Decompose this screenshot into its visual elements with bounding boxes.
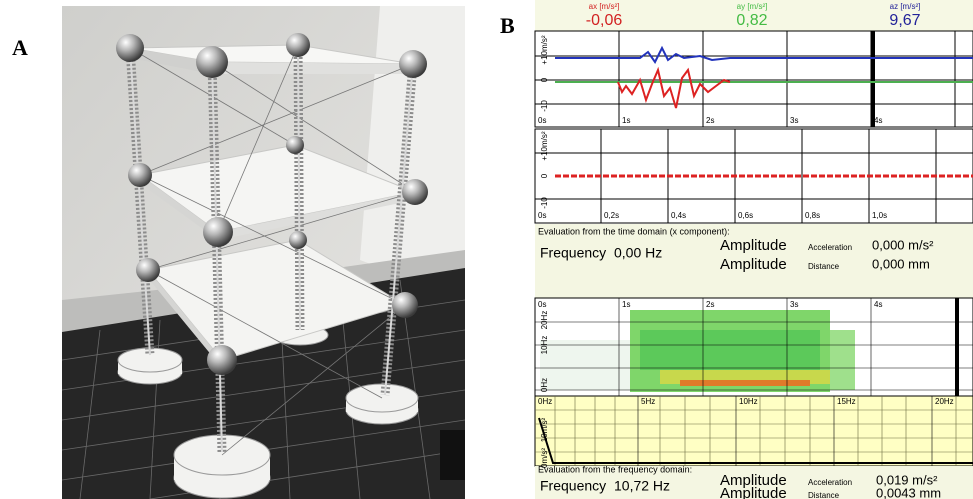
readout-value: 0,82 xyxy=(736,12,767,29)
x-tick-label: 1,0s xyxy=(872,211,887,220)
frequency-value: 0,00 Hz xyxy=(614,245,662,261)
y-tick-label: 10m/s² xyxy=(540,417,549,442)
x-tick-label: 20Hz xyxy=(935,397,954,406)
frequency-value: 10,72 Hz xyxy=(614,478,670,494)
x-tick-label: 1s xyxy=(622,300,630,309)
panel-label: B xyxy=(500,13,515,38)
x-tick-label: 0Hz xyxy=(538,397,552,406)
x-tick-label: 0s xyxy=(538,116,546,125)
readout-value: -0,06 xyxy=(586,12,623,29)
readout-label: ax [m/s²] xyxy=(589,2,620,11)
amplitude-label: Amplitude xyxy=(720,485,787,499)
x-tick-label: 2s xyxy=(706,116,714,125)
y-tick-label: -10 xyxy=(540,197,549,209)
distance-value: 0,000 mm xyxy=(872,256,930,271)
x-tick-label: 0,6s xyxy=(738,211,753,220)
readout-label: az [m/s²] xyxy=(890,2,921,11)
y-tick-label: -10 xyxy=(540,100,549,112)
figure: A B xyxy=(0,0,973,499)
distance-label: Distance xyxy=(808,262,840,271)
photo xyxy=(62,6,470,499)
acceleration-label: Acceleration xyxy=(808,243,852,252)
eval-heading: Evaluation from the frequency domain: xyxy=(538,464,692,474)
x-tick-label: 0,4s xyxy=(671,211,686,220)
page: { "figure": {"panel_a_label": "A", "pane… xyxy=(0,0,973,499)
readout-label: ay [m/s²] xyxy=(737,2,768,11)
x-tick-label: 0,8s xyxy=(805,211,820,220)
x-tick-label: 0s xyxy=(538,211,546,220)
amplitude-label: Amplitude xyxy=(720,256,787,273)
y-tick-label: 0 xyxy=(540,77,549,82)
x-tick-label: 2s xyxy=(706,300,714,309)
x-tick-label: 5Hz xyxy=(641,397,655,406)
eval-heading: Evaluation from the time domain (x compo… xyxy=(538,226,730,236)
x-tick-label: 3s xyxy=(790,300,798,309)
y-tick-label: +10m/s² xyxy=(540,131,549,160)
panel-label: A xyxy=(12,35,28,60)
y-tick-label: +10m/s² xyxy=(540,35,549,64)
x-tick-label: 15Hz xyxy=(837,397,856,406)
acceleration-value: 0,000 m/s² xyxy=(872,237,934,252)
amplitude-label: Amplitude xyxy=(720,237,787,254)
x-tick-label: 1s xyxy=(622,116,630,125)
x-tick-label: 4s xyxy=(874,300,882,309)
frequency-label: Frequency xyxy=(540,478,606,494)
x-tick-label: 3s xyxy=(790,116,798,125)
frequency-label: Frequency xyxy=(540,245,606,261)
x-tick-label: 0s xyxy=(538,300,546,309)
readout-value: 9,67 xyxy=(889,12,920,29)
x-tick-label: 0,2s xyxy=(604,211,619,220)
y-tick-label: 10Hz xyxy=(540,336,549,355)
y-tick-label: 0 xyxy=(540,173,549,178)
x-tick-label: 4s xyxy=(874,116,882,125)
distance-label: Distance xyxy=(808,491,840,499)
distance-value: 0,0043 mm xyxy=(876,485,941,499)
x-tick-label: 10Hz xyxy=(739,397,758,406)
y-tick-label: 20Hz xyxy=(540,311,549,330)
acceleration-label: Acceleration xyxy=(808,478,852,487)
y-tick-label: 0Hz xyxy=(540,378,549,392)
